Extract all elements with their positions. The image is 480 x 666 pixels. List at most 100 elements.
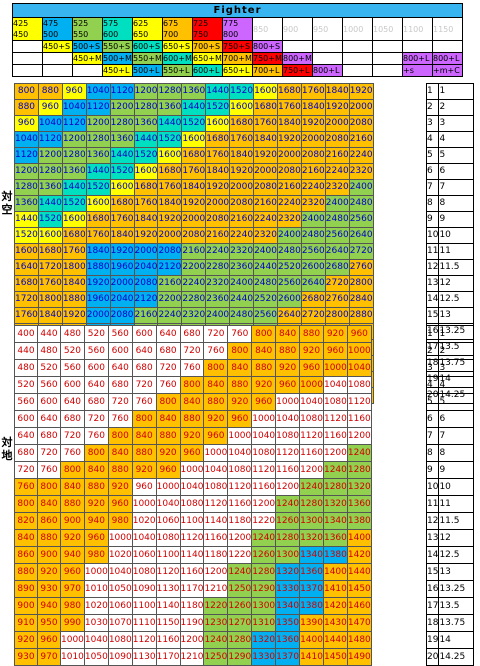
value-cell: 1000 [299,376,324,394]
value-cell: 1440 [346,563,372,581]
value-cell: 2400 [253,243,278,260]
value-cell: 1520 [85,179,111,196]
value-cell: 1240 [299,478,324,496]
value-cell: 1140 [155,597,181,615]
value-cell: 960 [251,393,277,411]
level-value: 13 [438,563,475,581]
level-value: 4 [438,376,475,394]
legend-cell [12,40,43,53]
value-cell: 1200 [179,631,205,649]
value-cell: 1000 [131,495,157,513]
legend-cell [432,40,463,53]
value-cell: 950 [37,614,61,632]
value-cell: 1040 [155,495,181,513]
value-cell: 2000 [109,275,135,292]
level-index: 3 [425,115,440,132]
table-row: 680 720 760 800 840 880 920 960 1000 1040 1080 1120… [14,444,372,462]
level-row: 18 13.75 [425,614,475,632]
value-cell: 2240 [181,275,207,292]
value-cell: 2080 [133,275,159,292]
value-cell: 1000 [346,342,372,360]
value-cell: 2240 [157,307,183,324]
value-cell: 1160 [251,478,277,496]
value-cell: 1760 [229,131,255,148]
value-cell: 1330 [251,648,277,666]
value-cell: 2080 [324,131,350,148]
value-cell: 960 [203,427,229,445]
value-cell: 1210 [203,580,229,598]
value-cell: 1120 [131,631,157,649]
value-cell: 2440 [229,291,255,308]
value-cell: 1680 [181,147,207,164]
value-cell: 2320 [348,163,374,180]
value-cell: 1760 [14,307,39,324]
value-cell: 1360 [109,131,135,148]
legend-cell: 600+S [132,40,163,53]
value-cell: 1200 [346,427,372,445]
value-cell: 1320 [346,478,372,496]
value-cell: 2040 [133,259,159,276]
value-cell: 2240 [276,195,302,212]
value-cell: 1720 [37,259,63,276]
level-value: 10 [438,478,475,496]
value-cell: 2560 [348,211,374,228]
value-cell: 800 [14,83,39,100]
value-cell: 2240 [205,243,231,260]
value-cell: 1000 [179,461,205,479]
table-row: 800 880 960 1040 1120 1200 1280 1360 1440 1520 160… [14,83,374,100]
value-cell: 840 [14,529,38,547]
value-cell: 1040 [203,461,229,479]
value-cell: 1100 [155,546,181,564]
value-cell: 600 [14,410,38,428]
level-index: 12 [425,512,440,530]
value-cell: 560 [83,342,109,360]
value-cell: 1520 [37,211,63,228]
value-cell: 1080 [107,631,133,649]
value-cell: 480 [14,359,38,377]
value-cell: 910 [14,614,38,632]
value-cell: 2320 [324,179,350,196]
value-cell: 1200 [37,147,63,164]
value-cell: 1010 [60,648,85,666]
value-cell: 840 [179,393,205,411]
table-row: 760 800 840 880 920 960 1000 1040 1080 1120 1160 12… [14,478,372,496]
value-cell: 1080 [227,461,253,479]
table-row: 880 960 1040 1120 1200 1280 1360 1440 1520 1600 16… [14,99,374,116]
level-value: 14.25 [438,648,475,666]
value-cell: 600 [60,376,85,394]
level-index: 2 [425,99,440,116]
value-cell: 1880 [85,259,111,276]
ground-value-table: 400 440 480 520 560 600 640 680 720 760 800 840 880 9… [14,325,372,666]
value-cell: 1960 [85,291,111,308]
value-cell: 1120 [203,495,229,513]
value-cell: 840 [227,359,253,377]
value-cell: 2000 [348,99,374,116]
value-cell: 840 [107,444,133,462]
value-cell: 1440 [61,179,87,196]
level-index: 1 [425,325,440,343]
table-row: 1040 1120 1200 1280 1360 1440 1520 1600 1680 1760… [14,131,374,148]
legend-row: 450+S 500+S 550+S 600+S 650+S 700+S 750+S 800+S [12,40,463,53]
value-cell: 1380 [346,512,372,530]
value-cell: 840 [251,342,277,360]
legend-cell: 1150 [432,17,463,41]
value-cell: 980 [60,597,85,615]
level-index: 14 [425,291,440,308]
table-row: 900 940 980 1020 1060 1100 1140 1180 1220 1260 130… [14,597,372,615]
value-cell: 880 [14,563,38,581]
table-row: 800 840 880 920 960 1000 1040 1080 1120 1160 1200 1… [14,495,372,513]
legend-cell: 475 500 [42,17,73,41]
level-index: 6 [425,163,440,180]
value-cell: 1600 [14,243,39,260]
value-cell: 880 [251,359,277,377]
value-cell: 1680 [14,275,39,292]
value-cell: 1760 [276,99,302,116]
level-row: 11 11 [425,495,475,513]
table-row: 860 900 940 980 1020 1060 1100 1140 1180 1220 1260… [14,546,372,564]
value-cell: 2320 [253,227,278,244]
